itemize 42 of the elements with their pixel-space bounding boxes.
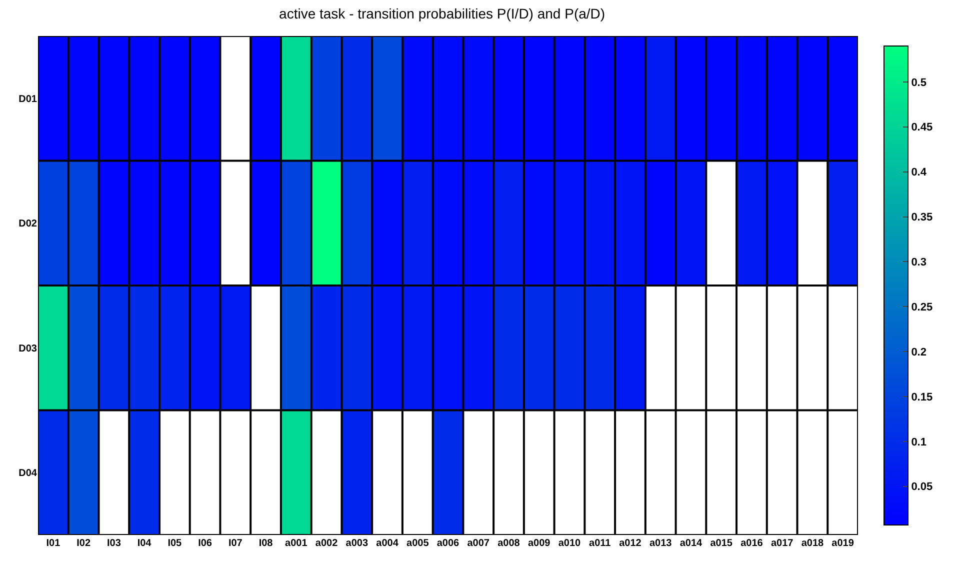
x-tick-label: a008: [498, 538, 520, 549]
color-bar-label: 0.15: [911, 391, 933, 404]
x-tick-label: I08: [258, 538, 274, 549]
x-tick-label: a018: [801, 538, 824, 549]
x-tick-label: I05: [168, 538, 182, 549]
x-tick-label: I06: [198, 538, 212, 549]
x-tick-label: a016: [740, 538, 764, 549]
x-tick-label: a005: [406, 538, 430, 549]
x-tick-label: I07: [228, 538, 243, 549]
x-tick-label: a001: [285, 538, 308, 549]
color-bar-label: 0.05: [911, 481, 933, 494]
x-tick-label: I01: [46, 538, 61, 549]
color-bar-label: 0.5: [911, 76, 926, 89]
x-tick-label: a011: [589, 538, 612, 549]
color-bar-label: 0.3: [911, 256, 926, 269]
chart-title: active task - transition probabilities P(I/D) and P(a/D): [279, 5, 606, 22]
x-tick-label: a003: [346, 538, 368, 549]
x-tick-label: a013: [649, 538, 672, 549]
color-bar-label: 0.45: [911, 122, 933, 134]
x-tick-label: a010: [558, 538, 582, 549]
y-tick-label: D02: [18, 218, 38, 230]
color-bar-label: 0.25: [911, 301, 933, 314]
y-tick-label: D03: [18, 343, 38, 354]
color-bar-label: 0.35: [911, 212, 933, 224]
x-tick-label: a017: [770, 538, 794, 549]
y-tick-label: D04: [18, 468, 38, 480]
color-bar-label: 0.1: [911, 436, 926, 448]
color-bar-label: 0.2: [911, 346, 926, 358]
x-tick-label: a019: [832, 538, 854, 549]
x-tick-label: a002: [315, 538, 338, 549]
x-tick-label: a012: [619, 538, 642, 549]
x-tick-label: a015: [710, 538, 733, 549]
x-tick-label: I03: [106, 538, 122, 549]
x-tick-label: a009: [528, 538, 551, 549]
y-tick-label: D01: [18, 94, 38, 105]
color-bar-label: 0.4: [911, 166, 928, 179]
x-tick-label: I04: [137, 538, 152, 549]
x-tick-label: a006: [436, 538, 460, 549]
x-tick-label: I02: [76, 538, 91, 549]
x-tick-label: a004: [376, 538, 399, 549]
x-tick-label: a007: [467, 538, 490, 549]
x-tick-label: a014: [680, 538, 703, 549]
